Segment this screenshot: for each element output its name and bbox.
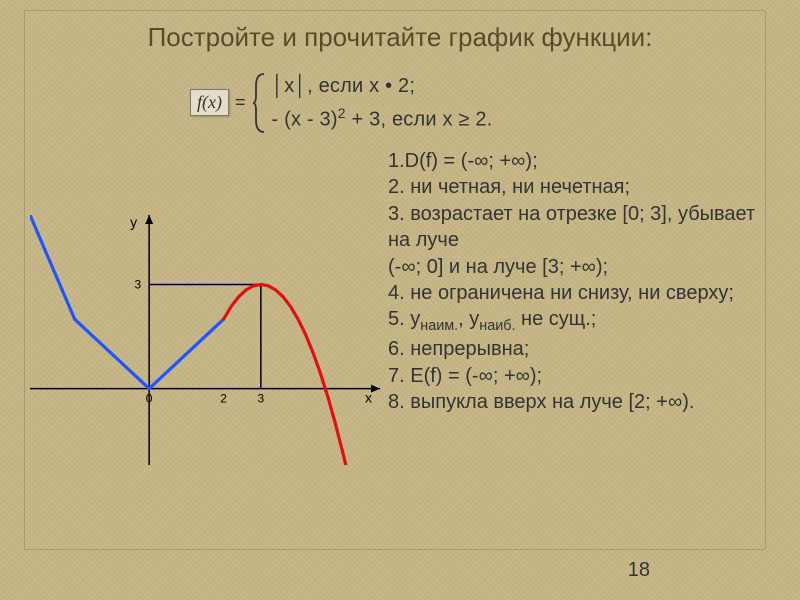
brace-icon <box>252 72 266 134</box>
prop-8: 8. выпукла вверх на луче [2; +∞). <box>388 389 766 415</box>
prop-1: 1.D(f) = (-∞; +∞); <box>388 148 766 174</box>
piece2-post: + 3, если x ≥ 2. <box>346 109 493 131</box>
svg-text:3: 3 <box>258 392 265 406</box>
prop-6: 6. непрерывна; <box>388 336 766 362</box>
p5s2: наиб. <box>479 318 515 334</box>
page-number: 18 <box>628 559 650 582</box>
piecewise-formula: f(x) = │x│, если x • 2; - (x - 3)2 + 3, … <box>190 70 492 136</box>
properties-list: 1.D(f) = (-∞; +∞); 2. ни четная, ни нече… <box>388 148 766 416</box>
p5s1: наим. <box>420 318 458 334</box>
svg-text:3: 3 <box>134 277 141 291</box>
p5c: не сущ.; <box>516 308 597 330</box>
prop-5: 5. yнаим., yнаиб. не сущ.; <box>388 306 766 336</box>
prop-2: 2. ни четная, ни нечетная; <box>388 174 766 200</box>
equals-sign: = <box>235 92 246 113</box>
function-chart: x y 0 2 3 3 <box>30 215 380 465</box>
p5a: 5. y <box>388 308 420 330</box>
prop-3: 3. возрастает на отрезке [0; 3], убывает… <box>388 201 766 254</box>
piece-1: │x│, если x • 2; <box>272 70 493 102</box>
prop-7: 7. E(f) = (-∞; +∞); <box>388 363 766 389</box>
piece2-exp: 2 <box>338 105 346 121</box>
piece2-pre: - (x - 3) <box>272 109 338 131</box>
svg-text:x: x <box>365 390 372 406</box>
slide-title: Постройте и прочитайте график функции: <box>0 22 800 53</box>
pieces: │x│, если x • 2; - (x - 3)2 + 3, если x … <box>272 70 493 136</box>
fx-symbol: f(x) <box>190 89 229 116</box>
prop-3b: (-∞; 0] и на луче [3; +∞); <box>388 254 766 280</box>
svg-text:0: 0 <box>146 392 153 406</box>
piece-2: - (x - 3)2 + 3, если x ≥ 2. <box>272 102 493 136</box>
p5b: , y <box>458 308 479 330</box>
svg-text:2: 2 <box>220 392 227 406</box>
svg-text:y: y <box>130 215 137 230</box>
prop-4: 4. не ограничена ни снизу, ни сверху; <box>388 280 766 306</box>
